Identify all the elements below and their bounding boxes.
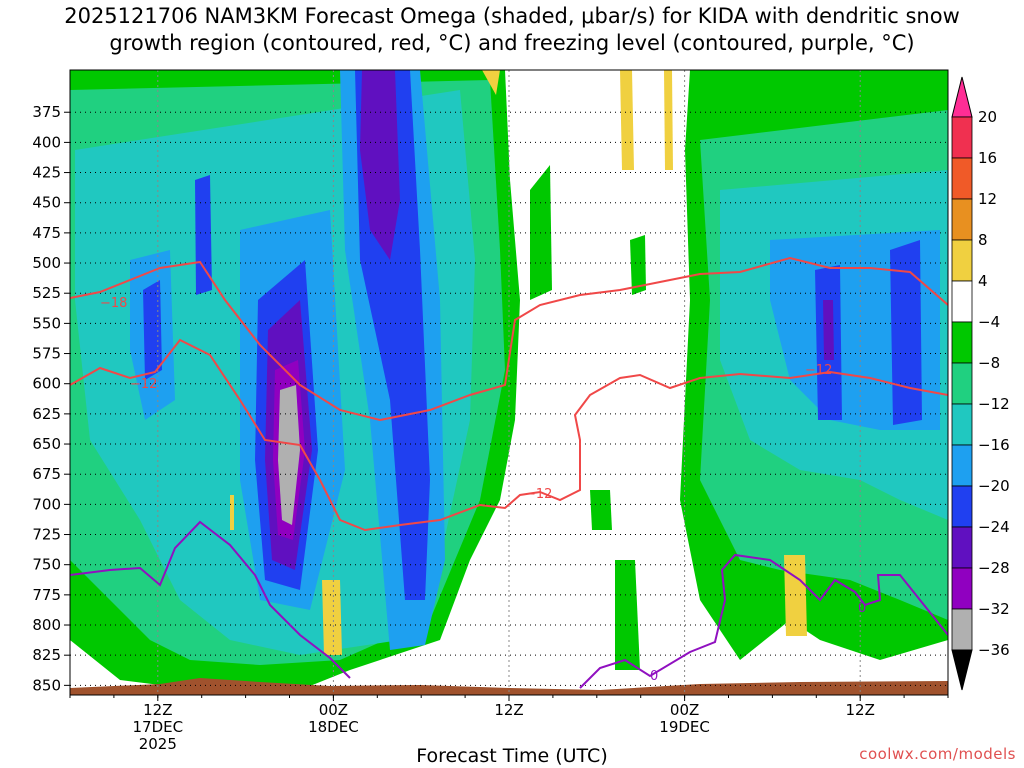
colorbar-over-triangle — [951, 76, 973, 118]
omega-region-purple-right — [823, 300, 834, 360]
y-tick-label: 425 — [32, 164, 61, 182]
y-axis: 375 400 425 450 475 500 525 550 575 600 625 650 675 7… — [32, 103, 70, 694]
colorbar-swatch — [951, 567, 973, 610]
omega-region-darkblue-left — [143, 280, 162, 380]
y-tick-label: 850 — [32, 676, 61, 694]
colorbar-label: −16 — [978, 436, 1010, 454]
colorbar-swatch — [951, 116, 973, 159]
omega-region-darkblue-small — [195, 175, 212, 295]
y-tick-label: 475 — [32, 224, 61, 242]
y-tick-label: 825 — [32, 646, 61, 664]
contour-line-freezing-right — [579, 553, 948, 689]
colorbar-swatch — [951, 157, 973, 200]
x-tick-label: 12Z — [143, 701, 172, 719]
x-tick-label: 12Z — [494, 701, 523, 719]
colorbar: 20 16 12 8 4 −4 −8 −12 −16 −20 −24 −28 −32 −36 — [951, 76, 1010, 691]
colorbar-swatch — [951, 280, 973, 323]
colorbar-under-triangle — [951, 649, 973, 691]
colorbar-label: 8 — [978, 231, 988, 249]
omega-region-green-mid-3 — [615, 560, 640, 670]
omega-region-purple-upper — [360, 70, 400, 260]
chart-title-line1: 2025121706 NAM3KM Forecast Omega (shaded… — [64, 4, 960, 28]
x-tick-label: 19DEC — [659, 718, 710, 736]
omega-region-green-mid-4 — [630, 235, 646, 295]
colorbar-label: −24 — [978, 518, 1010, 536]
x-axis-label: Forecast Time (UTC) — [416, 745, 608, 767]
omega-region-yellow-1 — [620, 70, 634, 170]
y-tick-label: 750 — [32, 556, 61, 574]
contour-label: −12 — [525, 487, 552, 502]
y-tick-label: 725 — [32, 526, 61, 544]
contour-label: −12 — [805, 363, 832, 378]
colorbar-swatch — [951, 321, 973, 364]
omega-shading — [70, 70, 948, 695]
colorbar-label: −32 — [978, 600, 1010, 618]
chart-title-line2: growth region (contoured, red, °C) and f… — [109, 31, 915, 55]
contour-label: −12 — [130, 377, 157, 392]
omega-region-yellow-5 — [784, 555, 807, 636]
omega-region-yellow-4 — [322, 580, 342, 655]
y-tick-label: 525 — [32, 284, 61, 302]
colorbar-label: 20 — [978, 108, 997, 126]
omega-region-yellow-2 — [664, 70, 673, 170]
omega-region-yellow-6 — [230, 495, 234, 530]
contour-line-minus-18 — [70, 256, 948, 422]
plot-grid — [70, 70, 948, 695]
colorbar-label: 4 — [978, 272, 988, 290]
colorbar-swatch — [951, 526, 973, 569]
contour-line-minus-12-left — [70, 338, 948, 532]
y-tick-label: 675 — [32, 465, 61, 483]
x-tick-label: 00Z — [319, 701, 348, 719]
colorbar-label: 12 — [978, 190, 997, 208]
colorbar-label: −20 — [978, 477, 1010, 495]
omega-region-darkblue-right-2 — [890, 240, 922, 425]
y-tick-label: 700 — [32, 495, 61, 513]
omega-region-green-mid-2 — [590, 490, 612, 530]
colorbar-label: −4 — [978, 313, 1000, 331]
y-tick-label: 400 — [32, 133, 61, 151]
y-tick-label: 550 — [32, 314, 61, 332]
colorbar-label: −36 — [978, 641, 1010, 659]
colorbar-swatch — [951, 403, 973, 446]
y-tick-label: 650 — [32, 435, 61, 453]
contour-label: 0 — [858, 601, 866, 616]
x-tick-label: 17DEC — [133, 718, 184, 736]
contour-label: 0 — [650, 669, 658, 684]
y-tick-label: 775 — [32, 586, 61, 604]
omega-region-yellow-3 — [482, 70, 500, 95]
contour-label: −18 — [100, 296, 127, 311]
y-tick-label: 625 — [32, 405, 61, 423]
y-tick-label: 450 — [32, 194, 61, 212]
colorbar-label: 16 — [978, 149, 997, 167]
colorbar-label: −8 — [978, 354, 1000, 372]
contour-labels: −18 −12 −12 −12 0 0 — [100, 296, 866, 684]
x-tick-label: 2025 — [139, 735, 177, 753]
y-tick-label: 500 — [32, 254, 61, 272]
y-tick-label: 375 — [32, 103, 61, 121]
x-tick-label: 18DEC — [308, 718, 359, 736]
colorbar-swatch — [951, 362, 973, 405]
temperature-contours — [70, 256, 948, 689]
colorbar-swatch — [951, 485, 973, 528]
colorbar-label: −12 — [978, 395, 1010, 413]
colorbar-swatch — [951, 239, 973, 282]
colorbar-swatch — [951, 198, 973, 241]
x-tick-label: 00Z — [670, 701, 699, 719]
x-tick-label: 12Z — [846, 701, 875, 719]
contour-line-freezing — [70, 520, 351, 679]
colorbar-label: −28 — [978, 559, 1010, 577]
y-tick-label: 600 — [32, 375, 61, 393]
colorbar-swatch — [951, 608, 973, 651]
terrain-surface — [70, 678, 948, 695]
omega-region-gray-core — [278, 385, 300, 525]
y-tick-label: 800 — [32, 616, 61, 634]
source-credit: coolwx.com/models — [859, 745, 1016, 763]
colorbar-swatch — [951, 444, 973, 487]
y-tick-label: 575 — [32, 345, 61, 363]
